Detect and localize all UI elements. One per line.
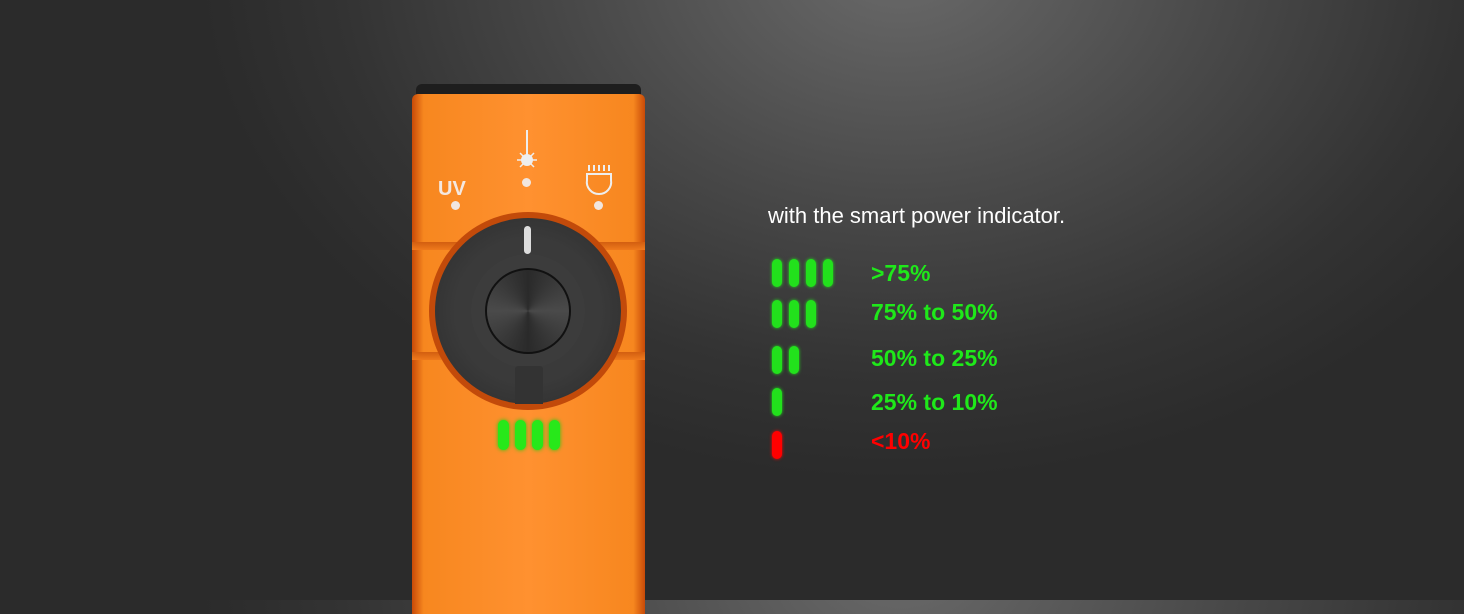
legend-bar — [772, 259, 782, 287]
laser-mode-icon — [517, 130, 537, 168]
legend-bar — [772, 388, 782, 416]
power-button[interactable] — [485, 268, 571, 354]
legend-label: <10% — [871, 428, 931, 454]
uv-mode-dot — [451, 201, 460, 210]
legend-label: 50% to 25% — [871, 345, 998, 371]
floodlight-mode-dot — [594, 201, 603, 210]
dial-notch — [515, 366, 543, 404]
legend-label: 25% to 10% — [871, 389, 998, 415]
floodlight-mode-icon — [585, 165, 613, 196]
mode-dial[interactable] — [435, 218, 621, 404]
flashlight-device: UV — [412, 84, 645, 614]
legend-bar — [789, 259, 799, 287]
legend-label: >75% — [871, 260, 931, 286]
battery-led — [549, 420, 560, 450]
uv-mode-icon: UV — [438, 178, 466, 200]
legend-bar — [823, 259, 833, 287]
legend-bar — [789, 300, 799, 328]
legend-bar — [806, 259, 816, 287]
legend-bar — [789, 346, 799, 374]
legend-bar-red — [772, 431, 782, 459]
legend-bar — [772, 346, 782, 374]
battery-led — [498, 420, 509, 450]
legend-bar — [806, 300, 816, 328]
dial-indicator-mark — [524, 226, 531, 254]
laser-mode-dot — [522, 178, 531, 187]
battery-led — [515, 420, 526, 450]
headline: with the smart power indicator. — [768, 203, 1066, 228]
battery-led — [532, 420, 543, 450]
legend-bar — [772, 300, 782, 328]
device-body: UV — [412, 94, 645, 614]
dial-inner — [471, 254, 585, 368]
legend-label: 75% to 50% — [871, 299, 998, 325]
